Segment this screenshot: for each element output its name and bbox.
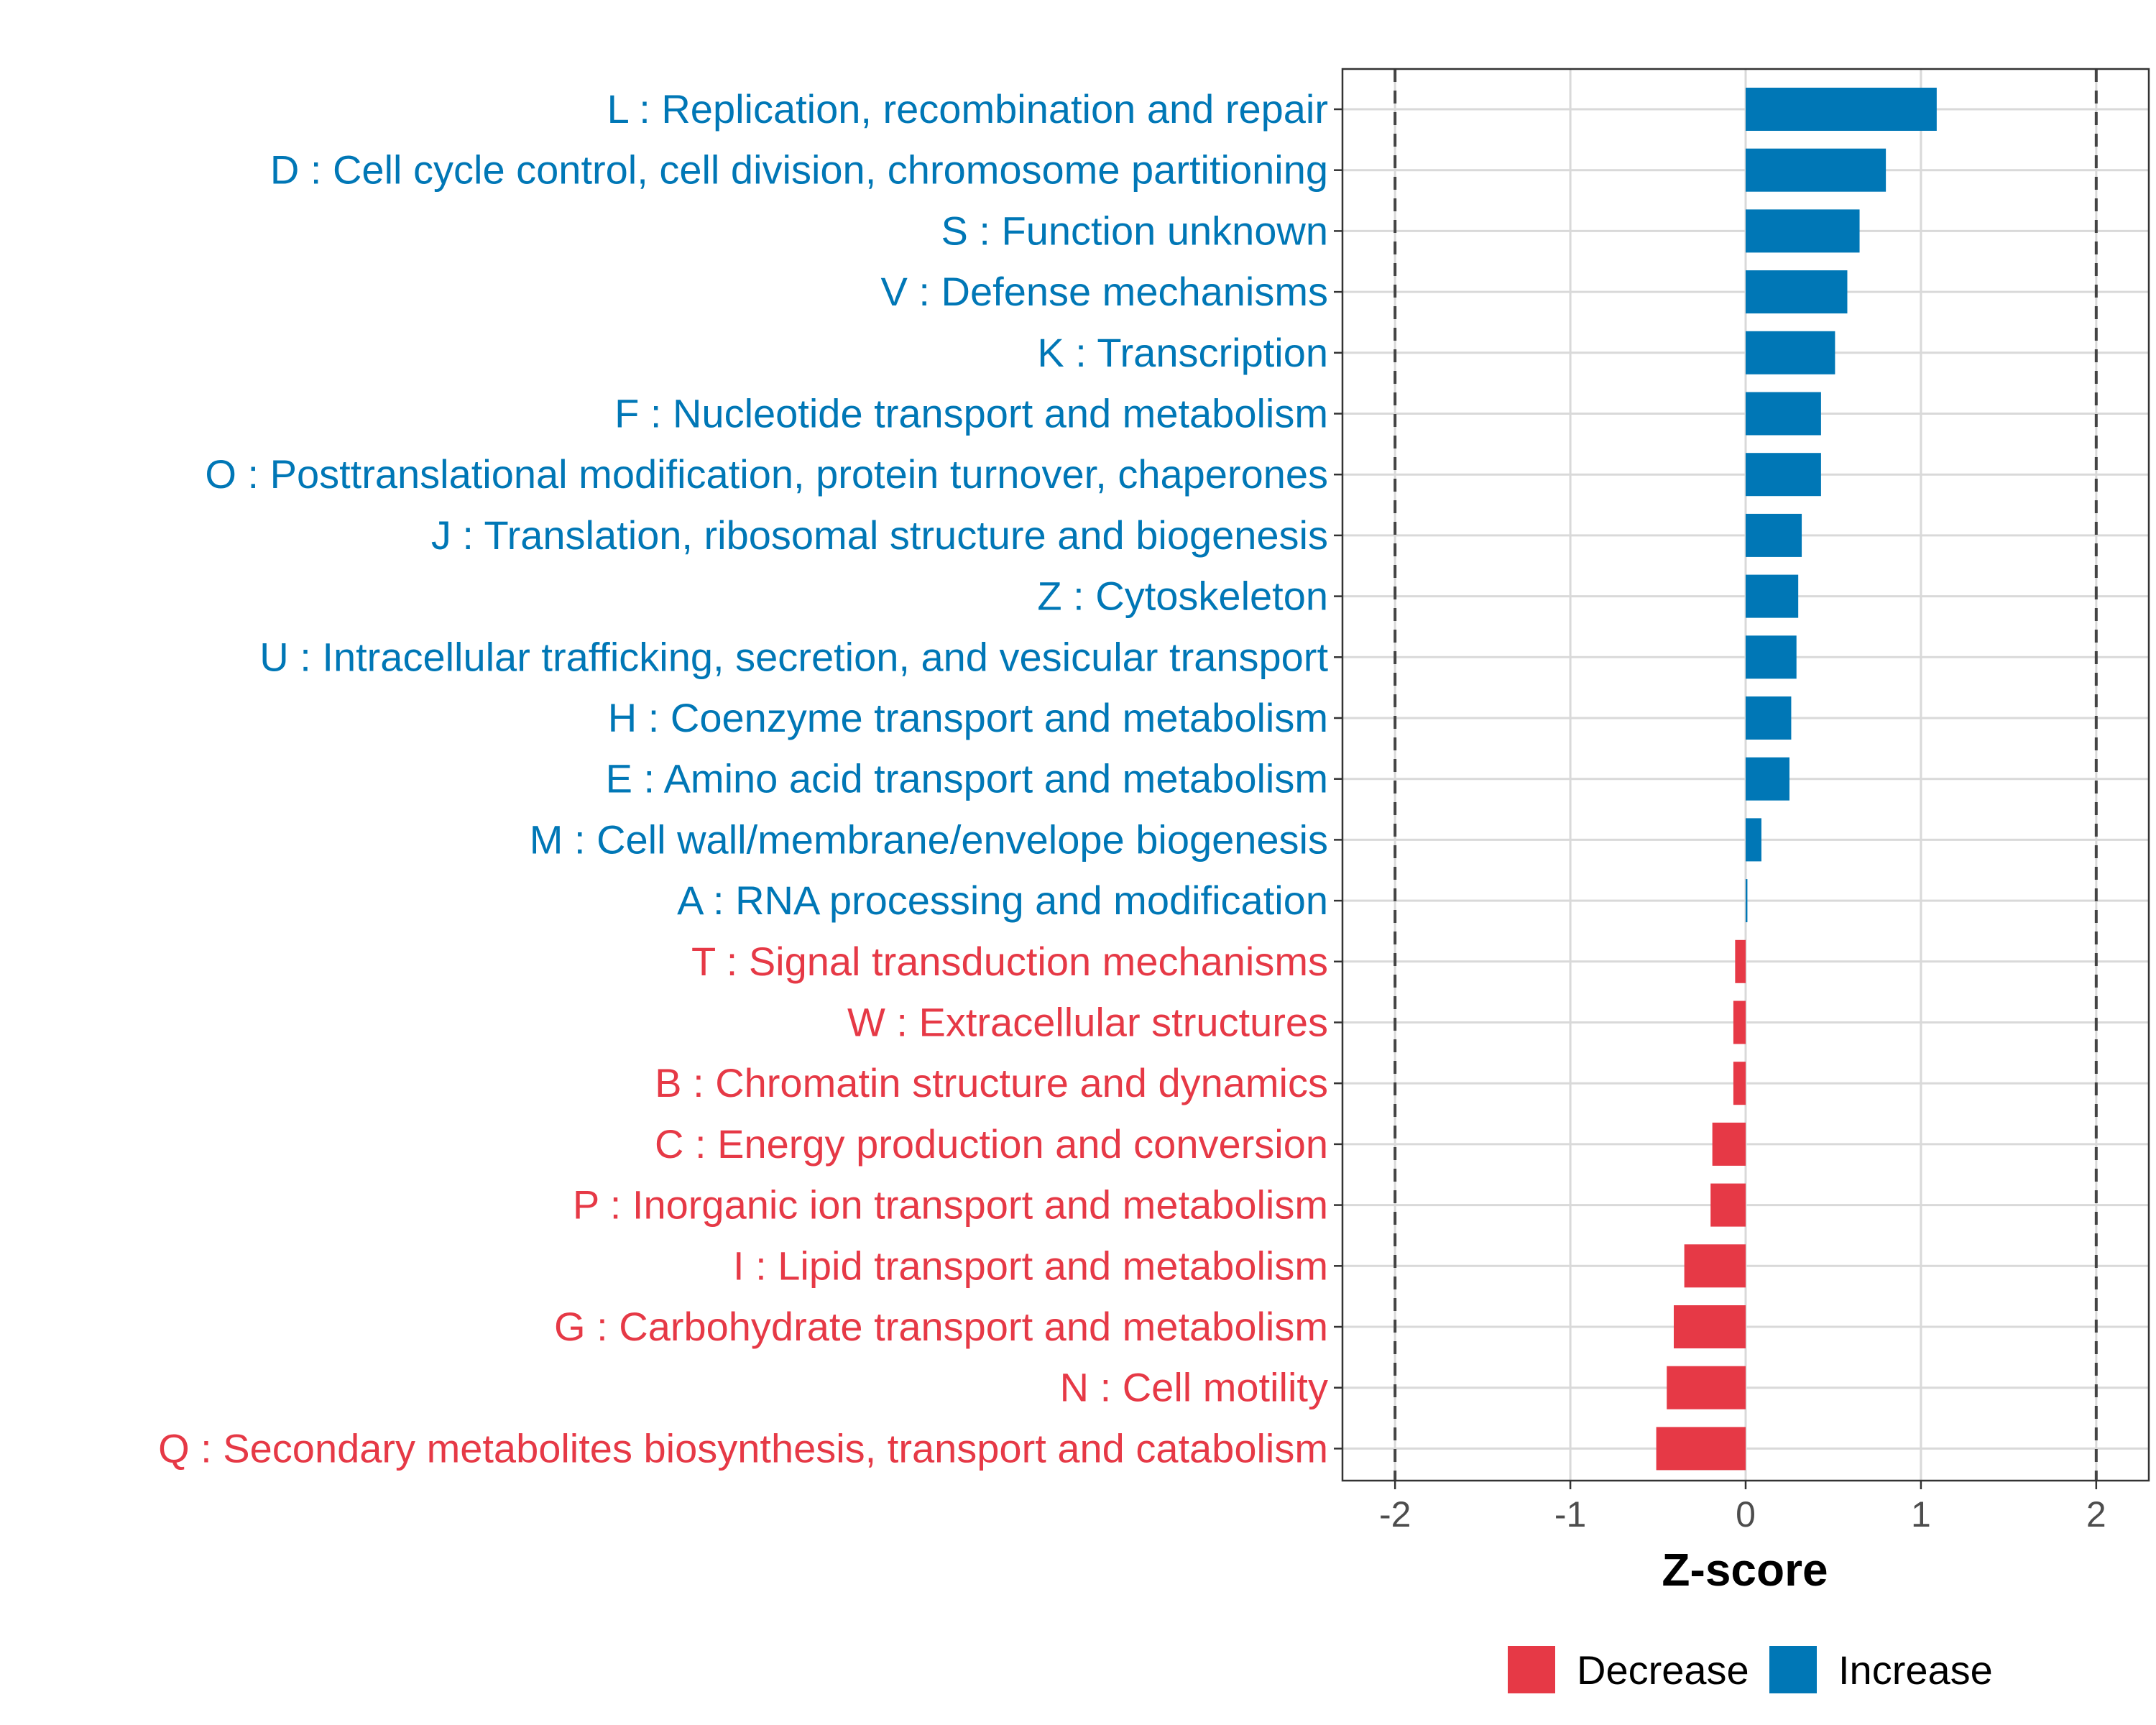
bar <box>1746 453 1821 497</box>
category-label: J : Translation, ribosomal structure and… <box>431 512 1328 558</box>
bar <box>1667 1366 1746 1409</box>
category-label: C : Energy production and conversion <box>655 1121 1328 1167</box>
category-label: A : RNA processing and modification <box>677 878 1328 923</box>
category-label: G : Carbohydrate transport and metabolis… <box>554 1304 1328 1349</box>
category-label: M : Cell wall/membrane/envelope biogenes… <box>530 816 1328 862</box>
bar <box>1733 1062 1746 1105</box>
category-label: I : Lipid transport and metabolism <box>733 1243 1328 1288</box>
bar <box>1735 939 1746 983</box>
bar <box>1746 696 1792 740</box>
bar <box>1710 1183 1746 1227</box>
category-label: Z : Cytoskeleton <box>1037 574 1328 619</box>
category-label: H : Coenzyme transport and metabolism <box>608 695 1328 740</box>
bar <box>1746 574 1799 618</box>
category-label: Q : Secondary metabolites biosynthesis, … <box>158 1425 1328 1471</box>
plot-frame <box>1341 68 2150 1482</box>
bar <box>1746 818 1761 862</box>
bar-layer <box>1656 88 1937 1471</box>
bar <box>1673 1305 1746 1348</box>
category-label: W : Extracellular structures <box>847 1000 1328 1045</box>
bar <box>1746 209 1860 253</box>
bar <box>1684 1244 1746 1288</box>
bar <box>1746 88 1937 131</box>
legend: Decrease Increase <box>1508 1646 1993 1693</box>
bar <box>1746 331 1835 374</box>
category-label: U : Intracellular trafficking, secretion… <box>259 634 1328 679</box>
x-tick-label: 1 <box>1911 1494 1931 1535</box>
bar <box>1746 148 1886 192</box>
x-tick-label: -2 <box>1379 1494 1411 1535</box>
category-label: E : Amino acid transport and metabolism <box>606 756 1328 801</box>
axis-layer: L : Replication, recombination and repai… <box>158 86 2106 1535</box>
legend-label-decrease: Decrease <box>1577 1647 1749 1693</box>
legend-label-increase: Increase <box>1838 1647 1993 1693</box>
legend-key-increase <box>1769 1646 1817 1693</box>
category-label: B : Chromatin structure and dynamics <box>655 1060 1328 1105</box>
x-tick-label: -1 <box>1554 1494 1586 1535</box>
category-label: N : Cell motility <box>1060 1365 1328 1410</box>
bar <box>1746 270 1848 314</box>
x-axis-title: Z-score <box>1662 1544 1828 1596</box>
category-label: D : Cell cycle control, cell division, c… <box>270 147 1328 193</box>
category-label: K : Transcription <box>1037 330 1328 375</box>
category-label: V : Defense mechanisms <box>881 269 1328 314</box>
legend-key-decrease <box>1508 1646 1555 1693</box>
x-tick-label: 0 <box>1736 1494 1756 1535</box>
category-label: L : Replication, recombination and repai… <box>607 86 1328 132</box>
bar <box>1733 1000 1746 1044</box>
category-label: S : Function unknown <box>941 208 1328 253</box>
category-label: T : Signal transduction mechanisms <box>691 939 1328 984</box>
bar <box>1746 635 1797 679</box>
x-tick-label: 2 <box>2086 1494 2106 1535</box>
bar <box>1746 513 1802 557</box>
category-label: P : Inorganic ion transport and metaboli… <box>573 1182 1328 1228</box>
bar <box>1746 392 1821 436</box>
category-label: O : Posttranslational modification, prot… <box>205 451 1328 497</box>
category-label: F : Nucleotide transport and metabolism <box>614 391 1328 436</box>
bar <box>1746 757 1789 801</box>
bar <box>1746 879 1748 923</box>
bar <box>1656 1427 1746 1471</box>
bar <box>1712 1122 1746 1166</box>
